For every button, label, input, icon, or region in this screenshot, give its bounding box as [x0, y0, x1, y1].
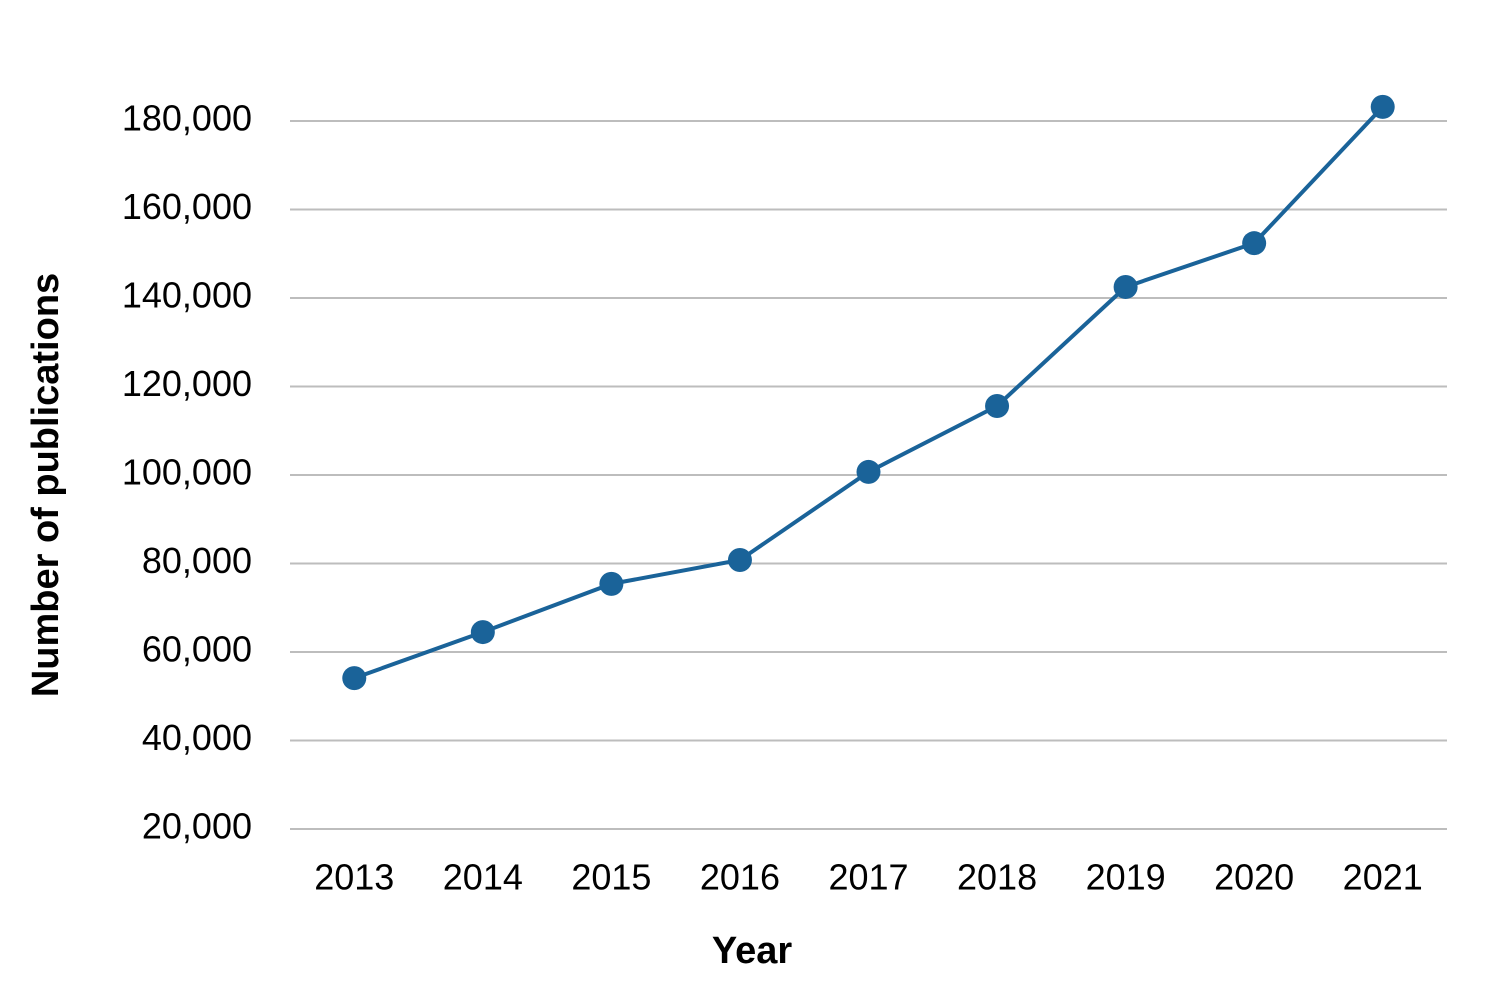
data-point [856, 459, 881, 484]
x-tick-label: 2020 [1214, 857, 1294, 898]
data-point [1242, 231, 1267, 256]
data-point [470, 620, 495, 645]
y-tick-label: 20,000 [142, 806, 252, 847]
y-tick-label: 120,000 [122, 363, 252, 404]
data-point [599, 571, 624, 596]
y-tick-label: 140,000 [122, 275, 252, 316]
x-tick-label: 2016 [700, 857, 780, 898]
x-tick-label: 2019 [1086, 857, 1166, 898]
data-point [727, 547, 752, 572]
y-tick-label: 40,000 [142, 717, 252, 758]
data-point [985, 393, 1010, 418]
x-tick-label: 2021 [1343, 857, 1423, 898]
y-tick-label: 100,000 [122, 452, 252, 493]
x-tick-label: 2014 [443, 857, 523, 898]
x-tick-label: 2018 [957, 857, 1037, 898]
y-axis-title: Number of publications [25, 273, 67, 697]
x-axis-title: Year [712, 930, 793, 972]
data-point [342, 666, 367, 691]
x-tick-label: 2013 [314, 857, 394, 898]
y-tick-label: 160,000 [122, 186, 252, 227]
x-tick-label: 2015 [571, 857, 651, 898]
y-tick-label: 80,000 [142, 540, 252, 581]
x-tick-label: 2017 [828, 857, 908, 898]
data-point [1113, 274, 1138, 299]
y-tick-label: 60,000 [142, 629, 252, 670]
data-point [1370, 94, 1395, 119]
data-line [353, 105, 1385, 681]
y-tick-label: 180,000 [122, 98, 252, 139]
